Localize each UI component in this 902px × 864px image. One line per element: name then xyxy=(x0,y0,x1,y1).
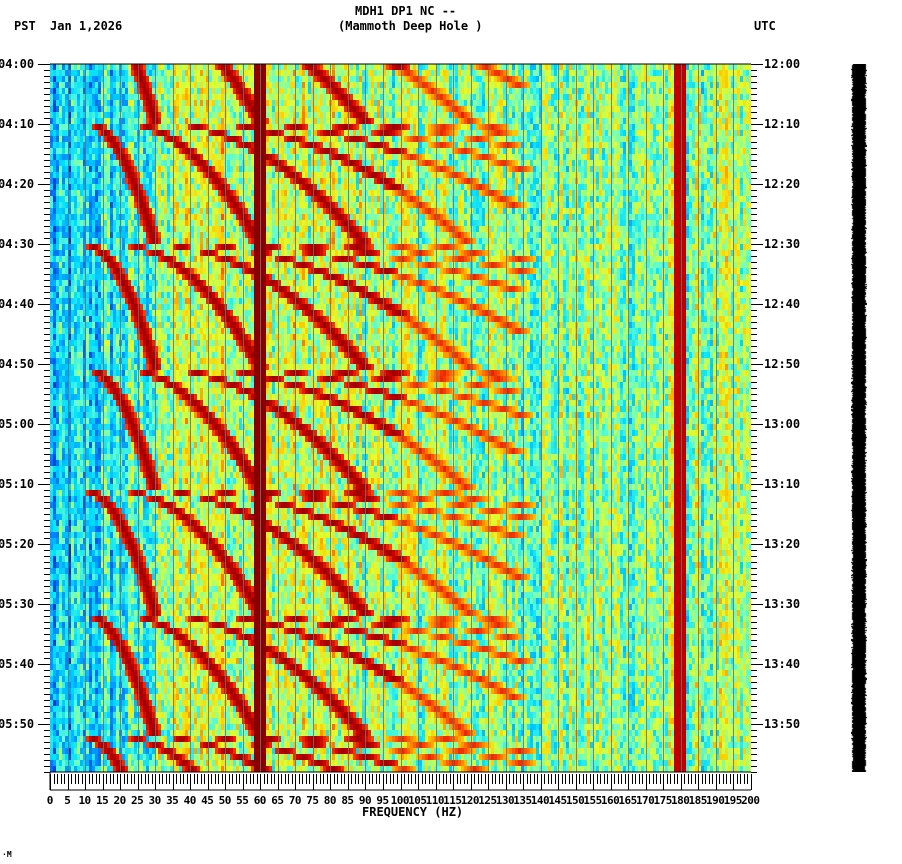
frequency-tick-label: 70 xyxy=(288,794,302,807)
frequency-tick-label: 105 xyxy=(408,794,427,807)
right-time-label: 13:20 xyxy=(764,537,801,551)
frequency-tick-label: 190 xyxy=(706,794,725,807)
frequency-tick-label: 55 xyxy=(236,794,249,807)
left-time-label: 04:00 xyxy=(0,57,35,71)
frequency-tick-label: 100 xyxy=(390,794,410,807)
frequency-tick-label: 20 xyxy=(113,794,127,807)
frequency-tick-label: 185 xyxy=(688,794,708,807)
frequency-tick-label: 145 xyxy=(548,794,567,807)
seismogram-trace-bar xyxy=(851,64,867,772)
right-time-label: 13:50 xyxy=(764,717,801,731)
left-time-label: 04:20 xyxy=(0,177,35,191)
frequency-tick-label: 50 xyxy=(218,794,232,807)
right-time-label: 12:10 xyxy=(764,117,801,131)
frequency-tick-label: 30 xyxy=(148,794,162,807)
frequency-tick-label: 80 xyxy=(323,794,337,807)
right-time-label: 12:00 xyxy=(764,57,801,71)
frequency-tick-label: 85 xyxy=(341,794,354,807)
title-line2: (Mammoth Deep Hole ) xyxy=(338,19,483,33)
left-time-label: 05:20 xyxy=(0,537,35,551)
corner-mark: ·M xyxy=(2,850,12,859)
left-time-label: 04:50 xyxy=(0,357,35,371)
left-time-label: 05:30 xyxy=(0,597,35,611)
frequency-tick-label: 25 xyxy=(131,794,144,807)
frequency-tick-label: 45 xyxy=(201,794,214,807)
right-time-label: 12:50 xyxy=(764,357,801,371)
frequency-tick-label: 40 xyxy=(183,794,197,807)
right-time-label: 13:30 xyxy=(764,597,801,611)
frequency-tick-label: 170 xyxy=(635,794,655,807)
frequency-tick-label: 110 xyxy=(425,794,445,807)
frequency-tick-label: 125 xyxy=(478,794,497,807)
frequency-tick-label: 60 xyxy=(253,794,267,807)
left-time-label: 04:10 xyxy=(0,117,35,131)
left-time-label: 05:40 xyxy=(0,657,35,671)
frequency-tick-label: 200 xyxy=(741,794,760,807)
frequency-tick-label: 160 xyxy=(600,794,620,807)
frequency-tick-label: 65 xyxy=(271,794,284,807)
right-time-label: 13:00 xyxy=(764,417,801,431)
left-time-label: 04:40 xyxy=(0,297,35,311)
left-time-label: 05:10 xyxy=(0,477,35,491)
right-time-label: 12:30 xyxy=(764,237,801,251)
left-timezone: PST xyxy=(14,19,36,33)
frequency-tick-label: 95 xyxy=(376,794,389,807)
frequency-tick-label: 150 xyxy=(565,794,585,807)
date-label: Jan 1,2026 xyxy=(50,19,123,33)
title-line1: MDH1 DP1 NC -- xyxy=(355,4,457,18)
frequency-tick-label: 90 xyxy=(358,794,372,807)
frequency-tick-label: 180 xyxy=(671,794,690,807)
right-time-label: 12:20 xyxy=(764,177,801,191)
frequency-tick-label: 165 xyxy=(618,794,637,807)
left-time-label: 05:00 xyxy=(0,417,35,431)
left-time-label: 04:30 xyxy=(0,237,35,251)
right-timezone: UTC xyxy=(754,19,776,33)
frequency-tick-label: 195 xyxy=(723,794,743,807)
frequency-tick-label: 75 xyxy=(306,794,319,807)
right-time-label: 13:40 xyxy=(764,657,801,671)
frequency-tick-label: 10 xyxy=(78,794,91,807)
frequency-tick-label: 35 xyxy=(166,794,179,807)
frequency-tick-label: 175 xyxy=(653,794,672,807)
frequency-tick-label: 135 xyxy=(513,794,532,807)
spectrogram-heatmap xyxy=(50,64,751,772)
frequency-tick-label: 120 xyxy=(460,794,480,807)
x-axis-title: FREQUENCY (HZ) xyxy=(362,805,464,819)
frequency-tick-label: 155 xyxy=(583,794,602,807)
left-time-label: 05:50 xyxy=(0,717,35,731)
frequency-tick-label: 5 xyxy=(64,794,71,807)
frequency-tick-label: 130 xyxy=(495,794,515,807)
frequency-tick-label: 15 xyxy=(95,794,109,807)
right-time-label: 13:10 xyxy=(764,477,801,491)
frequency-tick-label: 115 xyxy=(443,794,462,807)
frequency-tick-label: 0 xyxy=(46,794,54,807)
right-time-label: 12:40 xyxy=(764,297,801,311)
frequency-tick-label: 140 xyxy=(530,794,550,807)
